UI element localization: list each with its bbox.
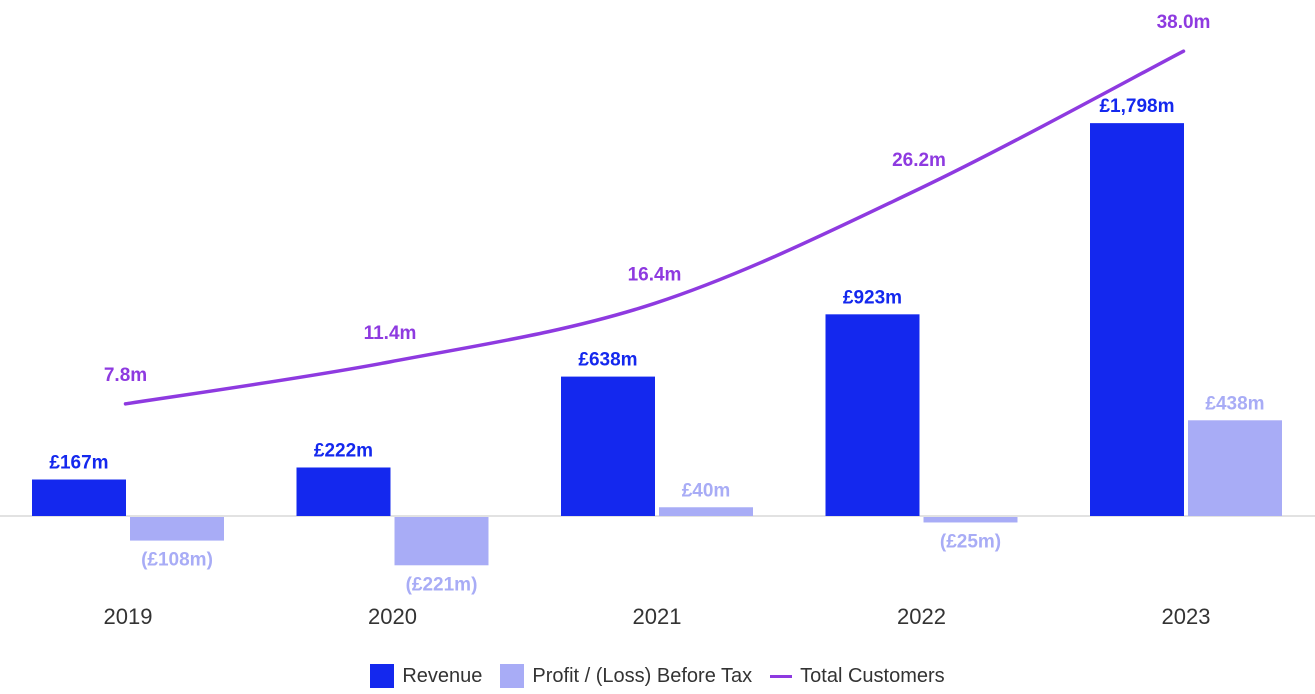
x-tick-label: 2022	[897, 604, 946, 629]
legend-customers-label: Total Customers	[800, 664, 945, 687]
revenue-bar	[825, 314, 920, 516]
revenue-label: £923m	[843, 287, 902, 308]
revenue-label: £167m	[49, 453, 108, 474]
customers-swatch	[770, 674, 793, 678]
profit-label: (£108m)	[141, 550, 213, 571]
profit-swatch	[500, 664, 525, 688]
revenue-bar	[561, 376, 655, 516]
customers-label: 16.4m	[628, 264, 682, 285]
customers-label: 7.8m	[104, 365, 147, 386]
customers-line	[123, 49, 1186, 406]
legend: Revenue Profit / (Loss) Before Tax Total…	[0, 664, 1315, 688]
profit-bar	[1188, 420, 1282, 516]
customers-label: 26.2m	[892, 150, 946, 171]
revenue-label: £1,798m	[1099, 96, 1174, 117]
profit-bar	[130, 517, 224, 541]
profit-label: £438m	[1205, 393, 1264, 414]
profit-bar	[394, 517, 489, 566]
x-tick-label: 2020	[368, 604, 417, 629]
legend-profit-label: Profit / (Loss) Before Tax	[532, 664, 753, 687]
legend-item-profit: Profit / (Loss) Before Tax	[500, 664, 752, 688]
x-tick-label: 2019	[104, 604, 153, 629]
x-tick-label: 2023	[1162, 604, 1211, 629]
revenue-swatch	[370, 664, 395, 688]
customers-label: 11.4m	[364, 323, 417, 344]
revenue-bar	[296, 467, 391, 516]
revenue-bar	[1090, 123, 1184, 517]
profit-label: (£25m)	[940, 531, 1001, 552]
legend-item-revenue: Revenue	[370, 664, 482, 688]
legend-revenue-label: Revenue	[402, 664, 483, 687]
profit-label: £40m	[682, 480, 731, 501]
profit-bar	[659, 507, 753, 516]
x-tick-label: 2021	[633, 604, 682, 629]
profit-bar	[923, 517, 1018, 523]
profit-label: (£221m)	[406, 574, 478, 595]
legend-item-customers: Total Customers	[770, 665, 945, 688]
revenue-bar	[32, 479, 126, 516]
customers-label: 38.0m	[1157, 12, 1211, 33]
revenue-label: £638m	[578, 350, 637, 371]
revenue-label: £222m	[314, 440, 373, 461]
